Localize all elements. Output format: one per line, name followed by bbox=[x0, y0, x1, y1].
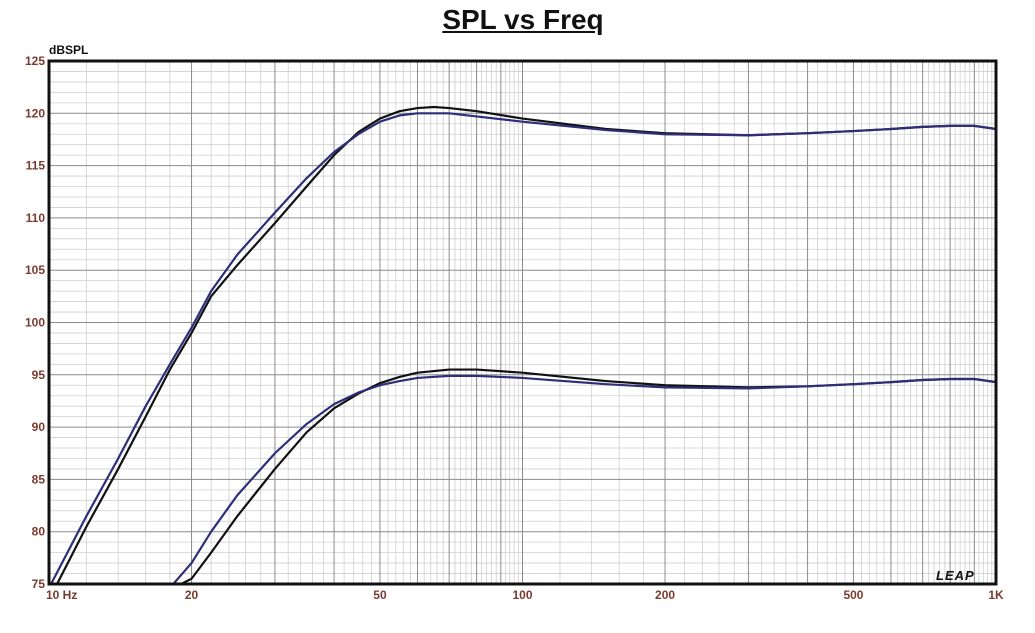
y-tick-label: 90 bbox=[32, 420, 46, 434]
x-tick-label: 50 bbox=[373, 588, 387, 602]
series-line-1 bbox=[56, 105, 997, 585]
y-tick-label: 110 bbox=[26, 211, 46, 225]
y-tick-label: 115 bbox=[26, 159, 46, 173]
y-tick-label: 80 bbox=[32, 525, 46, 539]
x-tick-label: 1K bbox=[988, 588, 1004, 602]
y-tick-label: 75 bbox=[32, 577, 46, 591]
series-line-4 bbox=[172, 374, 997, 585]
major-gridlines bbox=[49, 61, 997, 584]
x-tick-label: 100 bbox=[512, 588, 532, 602]
y-tick-label: 125 bbox=[25, 54, 45, 68]
series-line-2 bbox=[50, 112, 997, 585]
y-tick-label: 105 bbox=[25, 263, 45, 277]
x-axis-ticks: 10 Hz 20 50 100 200 500 1K bbox=[46, 588, 1004, 602]
y-tick-label: 120 bbox=[25, 106, 45, 120]
plot-frame bbox=[47, 59, 998, 586]
x-tick-label: 500 bbox=[843, 588, 863, 602]
leap-watermark: LEAP bbox=[936, 568, 975, 583]
x-tick-label: 20 bbox=[185, 588, 199, 602]
y-tick-label: 100 bbox=[25, 316, 45, 330]
chart-title: SPL vs Freq bbox=[442, 4, 604, 35]
y-axis-unit-label: dBSPL bbox=[49, 43, 88, 57]
x-tick-label: 10 Hz bbox=[46, 588, 77, 602]
series-line-3 bbox=[180, 368, 997, 585]
series-layer bbox=[50, 105, 998, 585]
x-tick-label: 200 bbox=[655, 588, 675, 602]
y-tick-label: 85 bbox=[32, 472, 46, 486]
y-axis-ticks: 75 80 85 90 95 100 105 110 115 120 125 bbox=[25, 54, 45, 591]
y-tick-label: 95 bbox=[32, 368, 46, 382]
